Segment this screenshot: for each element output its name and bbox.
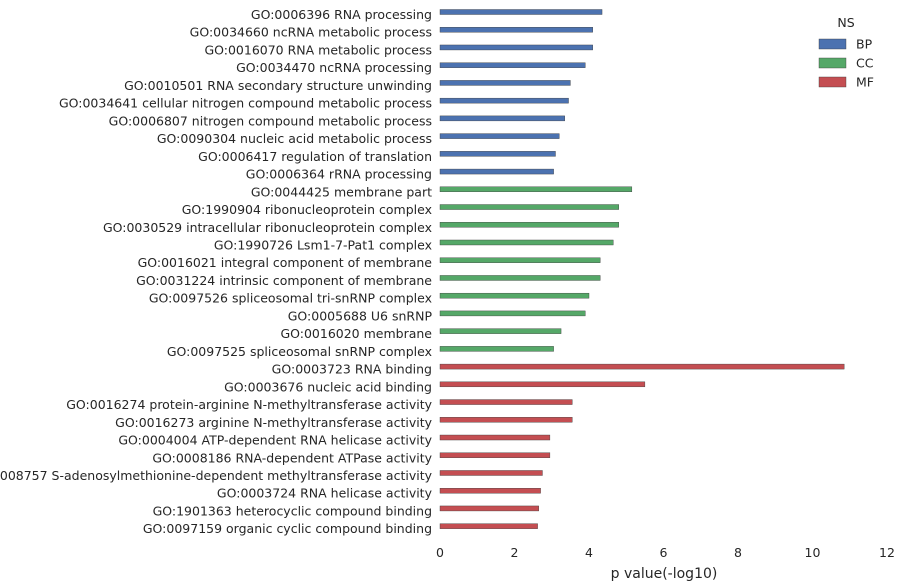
category-label: GO:0034660 ncRNA metabolic process [190, 25, 432, 40]
bar-mf [439, 488, 541, 494]
bar-mf [439, 470, 543, 476]
bar-bp [439, 44, 593, 51]
x-tick-label: 10 [805, 545, 821, 560]
bar-bp [439, 27, 593, 33]
bar-bp [439, 9, 603, 15]
bar-cc [439, 346, 554, 352]
legend-label-cc: CC [856, 56, 874, 71]
bar-bp [439, 168, 554, 175]
category-label: GO:0016070 RNA metabolic process [204, 42, 432, 57]
category-label: GO:0016021 integral component of membran… [138, 255, 433, 270]
bar-cc [439, 222, 620, 228]
bar-bp [439, 80, 571, 86]
category-label: GO:0016273 arginine N-methyltransferase … [115, 415, 432, 430]
category-label: GO:0006807 nitrogen compound metabolic p… [109, 113, 432, 128]
category-label: GO:0004004 ATP-dependent RNA helicase ac… [118, 433, 432, 448]
bar-mf [439, 417, 573, 423]
x-tick-label: 4 [585, 545, 593, 560]
bars-layer [439, 9, 845, 529]
category-label: GO:0006364 rRNA processing [246, 167, 432, 182]
bar-bp [439, 97, 569, 104]
category-label: GO:0031224 intrinsic component of membra… [136, 273, 432, 288]
bar-cc [439, 257, 601, 263]
category-label: GO:0006417 regulation of translation [198, 149, 432, 164]
category-label: GO:0034470 ncRNA processing [236, 60, 432, 75]
x-axis: 0 2 4 6 8 10 12 [436, 545, 895, 560]
category-label: GO:0016020 membrane [280, 326, 432, 341]
category-label: GO:0030529 intracellular ribonucleoprote… [103, 220, 432, 235]
legend-label-mf: MF [856, 75, 874, 90]
legend: NS BP CC MF [818, 15, 874, 90]
bar-bp [439, 115, 565, 122]
legend-swatch-cc [818, 57, 847, 69]
x-tick-label: 12 [879, 545, 895, 560]
category-labels: GO:0006396 RNA processing GO:0034660 ncRN… [0, 7, 433, 536]
bar-cc [439, 310, 586, 317]
bar-bp [439, 133, 560, 139]
category-label: GO:0016274 protein-arginine N-methyltran… [66, 397, 432, 412]
category-label: GO:0034641 cellular nitrogen compound me… [59, 96, 432, 111]
bar-mf [439, 381, 646, 388]
bar-cc [439, 204, 620, 210]
category-label: GO:0090304 nucleic acid metabolic proces… [157, 131, 432, 146]
category-label: GO:1901363 heterocyclic compound binding [153, 503, 432, 518]
bar-bp [439, 62, 586, 68]
category-label: GO:0097526 spliceosomal tri-snRNP comple… [149, 291, 432, 306]
bar-mf [439, 505, 539, 512]
bar-cc [439, 275, 601, 281]
category-label: GO:0006396 RNA processing [251, 7, 432, 22]
bar-mf [439, 434, 551, 441]
bar-mf [439, 452, 551, 458]
category-label: GO:0010501 RNA secondary structure unwin… [124, 78, 432, 93]
category-label: GO:0044425 membrane part [251, 184, 432, 199]
bar-mf [439, 523, 538, 529]
category-label: GO:0097525 spliceosomal snRNP complex [167, 344, 432, 359]
x-tick-label: 8 [734, 545, 742, 560]
category-label: GO:0008186 RNA-dependent ATPase activity [152, 450, 432, 465]
x-tick-label: 6 [660, 545, 668, 560]
bar-cc [439, 239, 614, 246]
legend-swatch-mf [818, 76, 847, 88]
bar-mf [439, 399, 573, 405]
bar-bp [439, 151, 556, 157]
category-label: GO:0003724 RNA helicase activity [217, 486, 433, 501]
x-axis-title: p value(-log10) [611, 566, 718, 582]
x-tick-label: 2 [511, 545, 519, 560]
category-label: GO:0005688 U6 snRNP [288, 308, 433, 323]
bar-mf [439, 363, 845, 370]
bar-cc [439, 292, 590, 299]
category-label: GO:0003676 nucleic acid binding [224, 379, 432, 394]
bar-cc [439, 186, 633, 193]
category-label: GO:0008757 S-adenosylmethionine-dependen… [0, 468, 433, 483]
category-label: GO:0003723 RNA binding [272, 362, 432, 377]
legend-label-bp: BP [856, 37, 873, 52]
x-tick-label: 0 [436, 545, 444, 560]
category-label: GO:1990904 ribonucleoprotein complex [182, 202, 432, 217]
category-label: GO:1990726 Lsm1-7-Pat1 complex [214, 237, 432, 252]
legend-swatch-bp [818, 38, 847, 50]
category-label: GO:0097159 organic cyclic compound bindi… [143, 521, 432, 536]
bar-cc [439, 328, 562, 334]
legend-title: NS [837, 15, 854, 30]
